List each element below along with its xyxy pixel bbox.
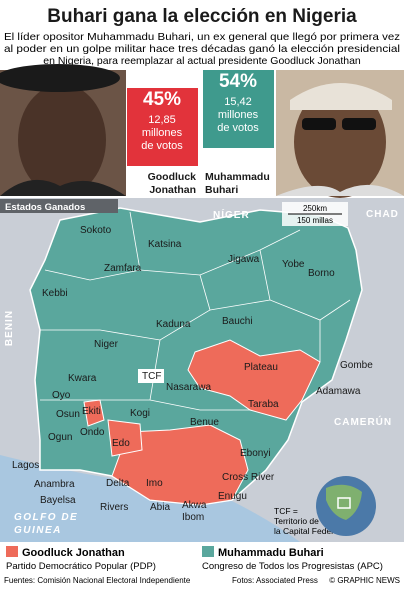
credit: © GRAPHIC NEWS (329, 576, 400, 585)
buhari-box (203, 70, 274, 148)
votes: de votos (141, 140, 183, 152)
legend-name: Muhammadu Buhari (218, 547, 324, 559)
state-label: Edo (112, 438, 130, 449)
state-label: Zamfara (104, 263, 142, 274)
scale-label: 150 millas (297, 216, 333, 225)
legend-name: Goodluck Jonathan (22, 547, 125, 559)
note: Territorio de (274, 516, 319, 526)
pdp-edo (107, 419, 143, 457)
candidate-name: Jonathan (149, 184, 196, 196)
jonathan-box (127, 88, 198, 166)
pdp-ekiti (83, 399, 105, 427)
state-label: Ebonyi (240, 448, 271, 459)
state-label: Kaduna (156, 319, 191, 330)
state-label: Jigawa (228, 254, 260, 265)
legend-party: Congreso de Todos los Progresistas (APC) (202, 561, 383, 572)
state-label: Plateau (244, 362, 278, 373)
state-label: Delta (106, 478, 130, 489)
section-label: Estados Ganados (5, 202, 85, 213)
legend-swatch (6, 546, 18, 557)
votes: de votos (217, 122, 259, 134)
photo-credit: Fotos: Associated Press (232, 576, 318, 585)
state-label: Cross River (222, 472, 275, 483)
state-label: Gombe (340, 360, 373, 371)
photo-buhari (276, 70, 404, 198)
votes: 12,85 (148, 114, 176, 126)
state-label: Yobe (282, 259, 305, 270)
candidate-name: Muhammadu (205, 171, 270, 183)
scale-bar: 250km 150 millas (282, 202, 348, 226)
country-label: NÍGER (213, 208, 250, 221)
state-label: Akwa (182, 500, 207, 511)
photo-jonathan (0, 64, 126, 196)
subtitle-line: en Nigeria, para reemplazar al actual pr… (43, 55, 361, 67)
sources: Fuentes: Comisión Nacional Electoral Ind… (4, 576, 191, 585)
map: Estados Ganados 250km 150 millas NÍGER C… (0, 198, 404, 542)
state-borders (40, 211, 351, 411)
state-label: Adamawa (316, 386, 361, 397)
state-label: Ekiti (82, 406, 101, 417)
country-label: CAMERÚN (334, 415, 392, 428)
state-label: Ibom (182, 512, 204, 523)
state-label: Taraba (248, 399, 279, 410)
state-label: Abia (150, 502, 170, 513)
state-label: TCF (142, 371, 161, 382)
pdp-middle (187, 339, 321, 421)
state-label: Niger (94, 339, 119, 350)
state-label: Oyo (52, 390, 71, 401)
pdp-south (111, 424, 249, 506)
state-label: Osun (56, 409, 80, 420)
state-label: Nasarawa (166, 382, 211, 393)
country-label: BENIN (4, 310, 15, 346)
sea-label: GOLFO DE (14, 512, 78, 523)
percent: 54% (219, 71, 257, 92)
state-label: Bayelsa (40, 495, 76, 506)
tcf-box (138, 369, 164, 383)
note: la Capital Federal (274, 526, 341, 536)
state-label: Anambra (34, 479, 75, 490)
state-label: Bauchi (222, 316, 253, 327)
state-label: Sokoto (80, 225, 112, 236)
state-label: Imo (146, 478, 163, 489)
votes: 15,42 (224, 96, 252, 108)
title: Buhari gana la elección en Nigeria (47, 6, 357, 27)
state-label: Ondo (80, 427, 105, 438)
state-label: Enugu (218, 491, 247, 502)
state-label: Katsina (148, 239, 182, 250)
state-label: Lagos (12, 460, 39, 471)
subtitle-line: al poder en un golpe militar hace tres d… (4, 43, 400, 55)
state-label: Kwara (68, 373, 97, 384)
state-label: Kogi (130, 408, 150, 419)
legend-swatch (202, 546, 214, 557)
state-label: Rivers (100, 502, 128, 513)
state-label: Borno (308, 268, 335, 279)
votes: millones (142, 127, 183, 139)
globe-inset (316, 476, 376, 536)
legend-party: Partido Democrático Popular (PDP) (6, 561, 156, 572)
state-label: Ogun (48, 432, 72, 443)
candidate-name: Buhari (205, 184, 238, 196)
state-label: Kebbi (42, 288, 68, 299)
country-label: CHAD (366, 209, 399, 220)
subtitle-line: El líder opositor Muhammadu Buhari, un e… (4, 31, 400, 43)
votes: millones (218, 109, 259, 121)
sea-label: GUINEA (14, 525, 62, 536)
state-label: Benue (190, 417, 219, 428)
percent: 45% (143, 89, 181, 110)
candidate-name: Goodluck (148, 171, 197, 183)
note: TCF = (274, 506, 298, 516)
section-bar (0, 199, 118, 213)
scale-label: 250km (303, 204, 327, 213)
